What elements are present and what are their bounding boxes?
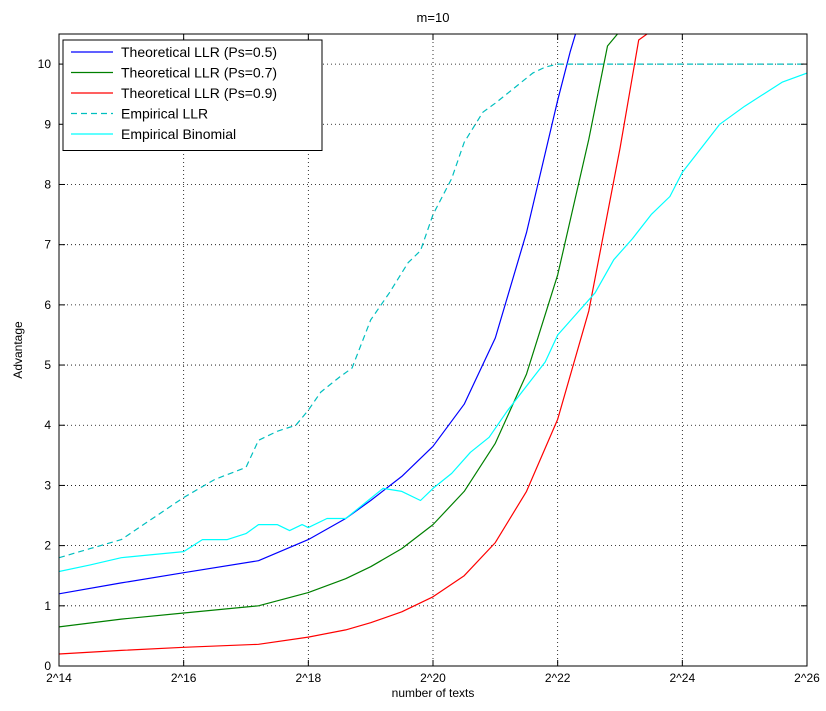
y-tick-label: 5	[44, 358, 51, 372]
legend: Theoretical LLR (Ps=0.5) Theoretical LLR …	[62, 39, 323, 151]
y-tick-label: 0	[44, 659, 51, 673]
y-tick-label: 8	[44, 177, 51, 191]
y-tick-label: 6	[44, 298, 51, 312]
series-line-3	[59, 34, 649, 655]
x-tick-label: 2^22	[545, 671, 571, 685]
series-line-1	[59, 34, 577, 595]
legend-label: Theoretical LLR (Ps=0.9)	[121, 85, 277, 101]
x-tick-label: 2^18	[296, 671, 322, 685]
y-tick-label: 9	[44, 117, 51, 131]
legend-box	[62, 39, 323, 151]
chart-title: m=10	[417, 10, 450, 25]
legend-label: Empirical LLR	[121, 106, 208, 122]
legend-label: Empirical Binomial	[121, 126, 236, 142]
legend-label: Theoretical LLR (Ps=0.7)	[121, 65, 277, 81]
y-tick-label: 3	[44, 478, 51, 492]
series-line-4	[59, 63, 807, 559]
series-line-2	[59, 34, 619, 628]
y-tick-label: 2	[44, 539, 51, 553]
x-tick-label: 2^16	[171, 671, 197, 685]
x-tick-label: 2^20	[420, 671, 446, 685]
series-line-5	[59, 72, 807, 573]
y-tick-label: 10	[38, 57, 52, 71]
legend-label: Theoretical LLR (Ps=0.5)	[121, 44, 277, 60]
series-lines	[59, 34, 807, 655]
axis-ticks: 2^14 2^16 2^18 2^20 2^22 2^24 2^26 0 1 2 3 4 5 6 7 8 9 10	[38, 34, 820, 685]
x-tick-label: 2^24	[670, 671, 696, 685]
x-tick-label: 2^26	[794, 671, 820, 685]
y-tick-label: 1	[44, 599, 51, 613]
y-axis-label: Advantage	[11, 321, 25, 379]
x-tick-label: 2^14	[46, 671, 72, 685]
y-tick-label: 7	[44, 238, 51, 252]
x-axis-label: number of texts	[392, 686, 475, 700]
y-tick-label: 4	[44, 418, 51, 432]
